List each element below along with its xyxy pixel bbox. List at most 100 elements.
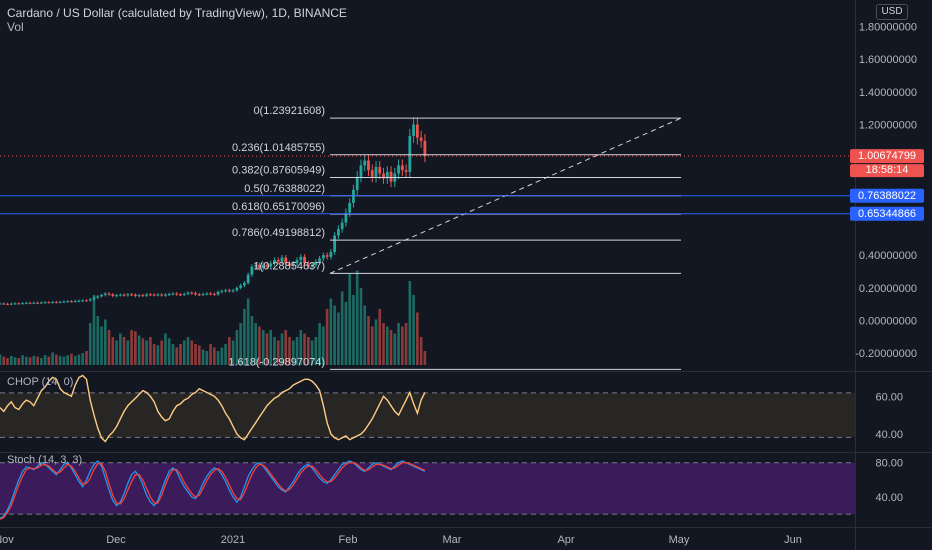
candle (329, 249, 333, 260)
candle (51, 300, 55, 304)
candle-body (122, 294, 126, 296)
volume-bar (103, 319, 107, 365)
candle (344, 208, 348, 227)
candle (96, 294, 100, 299)
volume-bar (374, 319, 378, 365)
volume-bar (182, 340, 186, 365)
candle (167, 292, 171, 297)
volume-bar (416, 312, 419, 365)
volume-bar (295, 337, 299, 365)
candle-body (258, 264, 261, 269)
candle-body (303, 256, 306, 264)
volume-bar (363, 305, 367, 365)
volume-bar (325, 309, 329, 365)
candle (133, 293, 137, 298)
candle (175, 292, 179, 296)
volume-bar (408, 281, 412, 365)
candle (276, 257, 280, 265)
candle-body (179, 294, 182, 296)
candle (370, 164, 374, 183)
volume-bar (156, 345, 160, 365)
volume-bar (397, 323, 400, 365)
candle (32, 301, 36, 305)
candle (182, 292, 186, 297)
fib-level-label: 0.382(0.87605949) (232, 164, 325, 176)
volume-bar (0, 354, 2, 365)
stoch-d-line (0, 462, 426, 520)
candle (250, 264, 254, 277)
candle-body (333, 235, 337, 252)
fib-level-label: 0.5(0.76388022) (244, 183, 325, 195)
volume-bar (100, 326, 103, 365)
volume-bar (359, 288, 363, 365)
candle-body (355, 176, 359, 190)
candle (152, 293, 156, 297)
volume-bar (382, 323, 385, 365)
candle-body (220, 291, 224, 293)
fib-level-label: 0(1.23921608) (253, 105, 325, 117)
candle-body (352, 189, 355, 203)
volume-bar (145, 340, 148, 365)
candle (280, 254, 284, 265)
candle (243, 281, 246, 288)
price-tick-label: 0.00000000 (859, 316, 917, 328)
candle-body (58, 301, 62, 303)
candle (28, 301, 32, 305)
candle (389, 166, 393, 188)
candle-body (243, 282, 246, 286)
candle-body (111, 294, 115, 297)
volume-bar (149, 337, 152, 365)
candle-body (2, 303, 6, 305)
candle (36, 301, 39, 304)
fib-level-label: 1(0.28854637) (253, 260, 325, 272)
volume-bar (209, 344, 212, 365)
stoch-tick-label: 40.00 (875, 492, 903, 504)
stoch-label[interactable]: Stoch (14, 3, 3) (7, 454, 83, 466)
volume-bar (179, 344, 182, 365)
candle-body (62, 301, 66, 303)
candle-body (88, 299, 92, 301)
level-badge: 0.65344866 (858, 208, 916, 220)
chop-line (0, 374, 426, 443)
volume-bar (265, 333, 269, 365)
volume-bar (9, 355, 13, 365)
volume-bar (303, 333, 306, 365)
candle-body (17, 303, 21, 305)
candle (137, 293, 141, 298)
volume-bar (423, 351, 427, 365)
candle (288, 260, 291, 269)
candle-body (295, 260, 299, 264)
currency-button[interactable]: USD (876, 4, 908, 20)
candle-body (190, 292, 194, 294)
volume-bar (370, 326, 374, 365)
chop-label[interactable]: CHOP (14, 0) (7, 376, 74, 388)
volume-bar (190, 340, 194, 365)
candle-body (284, 257, 288, 264)
volume-bar (2, 356, 6, 365)
volume-bar (47, 356, 51, 365)
candle-body (85, 300, 88, 302)
volume-bar (276, 340, 280, 365)
volume-bar (254, 323, 257, 365)
volume-bar (175, 347, 179, 365)
candle-body (329, 251, 333, 257)
candle (415, 117, 419, 145)
candle-body (9, 303, 13, 305)
volume-bar (167, 338, 171, 365)
candle (58, 300, 62, 304)
candle-body (164, 294, 167, 296)
candle-body (73, 301, 77, 303)
volume-bar (17, 358, 21, 365)
candle (171, 292, 175, 296)
candle (337, 225, 340, 240)
volume-bar (344, 302, 348, 365)
candle (291, 260, 295, 269)
candle-body (47, 302, 51, 304)
candle-body (149, 294, 152, 296)
candle (318, 255, 321, 265)
candle (408, 129, 412, 178)
candle-body (359, 165, 363, 177)
fib-level-label: 1.618(-0.29897074) (228, 356, 325, 368)
candle (419, 130, 423, 148)
